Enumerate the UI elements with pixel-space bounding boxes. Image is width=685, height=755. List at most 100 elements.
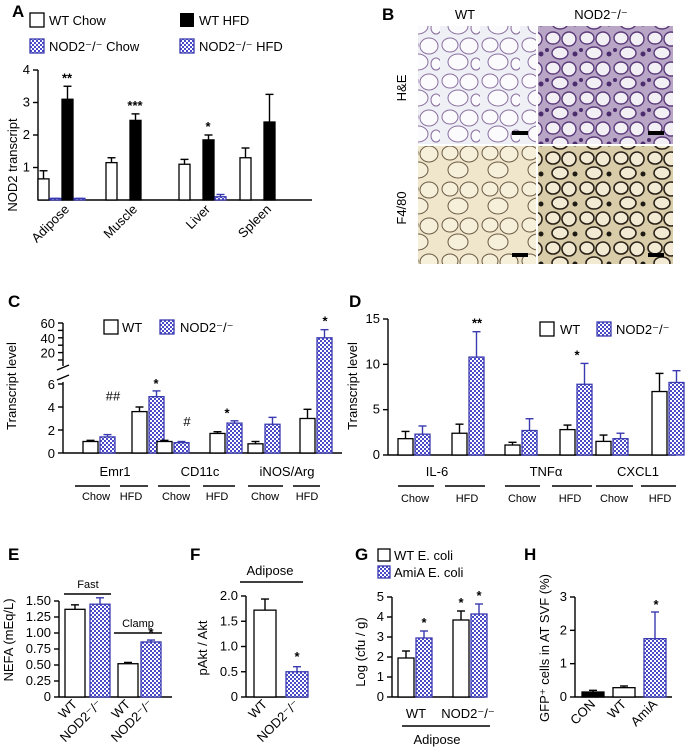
row-header-f480: F4/80 [394,191,409,224]
group-label: Fast [77,579,98,591]
bar [285,671,309,698]
bar [140,641,162,698]
bar [452,619,470,698]
y-tick-label: 5 [373,402,380,417]
x-tick-label: Liver [183,201,214,232]
significance-mark: # [183,414,191,429]
bar [264,423,281,454]
subgroup-label: HFD [649,493,672,505]
y-axis-label-g: Log (cfu / g) [353,617,368,686]
panel-f: Adipose pAkt / Akt 00.51.01.52.0*WTNOD2⁻… [195,563,309,745]
bar [131,410,148,454]
bar [414,433,431,456]
y-tick-label: 0 [560,689,567,704]
group-label: IL-6 [426,464,448,479]
legend-swatch-wt-hfd [180,13,194,27]
bar [117,663,139,698]
y-tick-label: 2 [23,127,30,142]
y-tick-label: 1.50 [26,593,51,608]
group-label: CD11c [181,464,220,479]
bar [468,356,485,456]
panel-label-e: E [8,545,19,564]
bar [504,444,521,456]
y-tick-label: 1.0 [220,639,238,654]
legend-swatch-wt [539,321,555,337]
y-tick-label: 10 [366,356,380,371]
panel-a: WT Chow WT HFD NOD2⁻/⁻ Chow NOD2⁻/⁻ HFD … [5,12,312,246]
bar [129,119,142,201]
micrograph-wt-he [418,26,536,144]
x-tick-label: Muscle [100,202,140,242]
legend-wt: WT [122,320,142,335]
significance-mark: * [458,595,464,610]
y-axis-label-c: Transcript level [4,342,19,430]
bar [397,438,414,456]
bar [239,157,252,201]
y-tick-label: 0 [377,689,384,704]
legend-wt-ecoli: WT E. coli [394,548,453,563]
y-axis-label-e: NEFA (mEq/L) [1,598,16,681]
y-tick-label: 0 [373,447,380,462]
bar [612,687,636,698]
panel-label-g: G [355,545,368,564]
bar [202,139,215,201]
y-tick-label: 0 [231,689,238,704]
y-tick-label: 4 [23,62,30,77]
legend-swatch-amia-ecoli [377,565,391,579]
legend-swatch-ko-hfd [179,38,195,54]
row-header-he: H&E [394,74,409,101]
y-tick-label: 3 [560,589,567,604]
bar [595,440,612,456]
legend-ko: NOD2⁻/⁻ [616,322,669,337]
bar [415,637,433,698]
y-tick-label: 0 [44,689,51,704]
scale-bar [648,131,664,135]
y-tick-label: 3 [23,95,30,110]
bar [559,428,576,456]
bar [581,691,605,698]
panel-label-c: C [8,292,20,311]
group-label: TNFα [530,464,563,479]
panel-label-f: F [190,545,200,564]
y-tick-label: 2 [377,649,384,664]
panel-label-b: B [382,5,394,24]
bar [253,609,277,698]
significance-mark: * [322,314,328,329]
bar [105,161,118,201]
bar [61,98,74,201]
column-header-wt: WT [455,7,475,22]
y-tick-label: 0.5 [220,664,238,679]
panel-b: WT NOD2⁻/⁻ H&E F4/80 [394,7,673,264]
micrograph-wt-f480 [418,146,536,264]
x-tick-label: AmiA [628,696,661,729]
bar [247,443,264,454]
bar [214,196,227,201]
significance-mark: * [153,376,159,391]
x-tick-label: CON [567,697,598,728]
bar [156,440,173,454]
legend-swatch-ko [596,321,612,337]
legend-swatch-wt [103,319,119,335]
panel-c: WT NOD2⁻/⁻ Transcript level 0246204060##… [4,314,342,503]
x-tick-label: Adipose [28,202,72,246]
y-tick-label: 0 [48,446,55,461]
panel-label-d: D [349,292,361,311]
subgroup-label: HFD [206,491,229,503]
bar [178,163,191,201]
significance-mark: ** [472,316,483,331]
x-tick-label: WT [406,706,426,721]
group-label: Clamp [122,618,154,630]
y-tick-label: 40 [41,331,55,346]
bar [226,422,243,454]
subgroup-label: Chow [401,493,429,505]
y-axis-label-f: pAkt / Akt [195,620,210,675]
group-label: iNOS/Arg [260,464,315,479]
subgroup-label: HFD [559,493,582,505]
legend-wt-hfd: WT HFD [199,13,249,28]
